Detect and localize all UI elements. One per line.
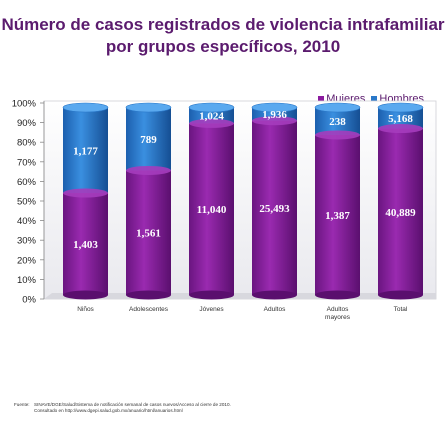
bar-split-5 [378,124,423,134]
y-tick-label: 100% [12,99,37,110]
bar-base-4 [315,290,360,300]
bar-cap-0 [62,102,109,113]
bar-mujeres-3 [252,120,297,296]
title-line-1: Número de casos registrados de violencia… [1,15,445,34]
y-tick-label: 40% [17,216,37,227]
bar-cap-5 [377,102,424,113]
bar-split-2 [189,118,234,128]
value-label-mujeres-4: 1,387 [325,210,350,222]
title-line-2: por grupos específicos, 2010 [105,37,341,56]
x-category-label-1: Adolescentes [129,306,169,313]
bar-mujeres-2 [189,123,234,295]
y-tick-label: 60% [17,177,37,188]
bar-base-1 [126,290,171,300]
value-label-hombres-1: 789 [140,134,157,146]
plot-area [43,100,437,300]
source-note: Fuente: SINAVE/DGE/Salud/Sistema de notif… [14,402,434,414]
bar-hombres-1 [126,107,171,171]
bar-split-0 [63,188,108,198]
bar-cap-2 [188,102,235,113]
y-tick-label: 50% [17,197,37,208]
value-label-hombres-4: 238 [329,116,346,128]
y-tick-label: 30% [17,236,37,247]
bar-base-5 [378,290,423,300]
source-text: SINAVE/DGE/Salud/Sistema de notificación… [34,402,231,407]
y-tick-label: 90% [17,118,37,129]
value-label-mujeres-2: 11,040 [197,204,227,216]
value-label-hombres-5: 5,168 [388,113,413,125]
x-category-label-0: Niños [77,306,94,313]
bar-mujeres-5 [378,128,423,295]
value-label-mujeres-3: 25,493 [259,203,290,215]
bar-mujeres-1 [126,170,171,295]
bar-base-3 [252,290,297,300]
bar-base-0 [63,290,108,300]
y-tick-label: 80% [17,138,37,149]
value-label-mujeres-5: 40,889 [385,207,416,219]
value-label-mujeres-1: 1,561 [136,228,161,240]
bar-hombres-5 [378,107,423,129]
x-category-label-2: Jóvenes [199,306,224,313]
chart-title: Número de casos registrados de violencia… [0,14,446,58]
bar-mujeres-4 [315,134,360,295]
legend-swatch-mujeres [318,96,325,102]
stacked-bar-chart: 0% 10% 20% 30% 40% 50% 60% 70% 80% 90% 100% 1,177 1,… [12,99,437,321]
bar-split-4 [315,130,360,140]
bar-cap-1 [125,102,172,113]
y-tick-label: 20% [17,255,37,266]
bar-split-3 [252,116,297,126]
value-label-hombres-2: 1,024 [199,110,224,122]
y-tick-label: 10% [17,275,37,286]
value-label-hombres-0: 1,177 [73,145,98,157]
bar-mujeres-0 [63,193,108,295]
value-label-mujeres-0: 1,403 [73,239,98,251]
y-tick-label: 70% [17,157,37,168]
legend-swatch-hombres [371,96,378,102]
x-category-label-4: Adultos mayores [325,306,351,321]
x-category-label-3: Adultos [264,306,286,313]
source-url: Consultado en http://www.dgepi.salud.gob… [34,408,183,413]
source-label: Fuente: [14,402,30,407]
bar-base-2 [189,290,234,300]
bar-cap-3 [251,102,298,113]
bar-hombres-0 [63,107,108,194]
y-tick-label: 0% [22,295,36,306]
value-label-hombres-3: 1,936 [262,109,287,121]
x-category-label-5: Total [394,306,408,313]
bar-split-1 [126,165,171,175]
bar-cap-4 [314,102,361,113]
